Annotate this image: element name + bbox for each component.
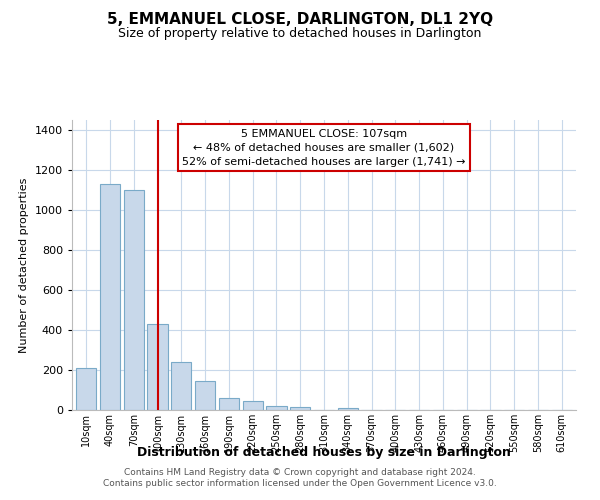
- Bar: [242, 400, 263, 410]
- Bar: [266, 406, 287, 410]
- Text: Size of property relative to detached houses in Darlington: Size of property relative to detached ho…: [118, 28, 482, 40]
- Bar: [171, 362, 191, 410]
- Bar: [338, 408, 358, 410]
- Y-axis label: Number of detached properties: Number of detached properties: [19, 178, 29, 352]
- Bar: [148, 324, 167, 410]
- Bar: [219, 398, 239, 410]
- Text: 5, EMMANUEL CLOSE, DARLINGTON, DL1 2YQ: 5, EMMANUEL CLOSE, DARLINGTON, DL1 2YQ: [107, 12, 493, 28]
- Text: Contains HM Land Registry data © Crown copyright and database right 2024.
Contai: Contains HM Land Registry data © Crown c…: [103, 468, 497, 487]
- Bar: [290, 407, 310, 410]
- Bar: [76, 368, 97, 410]
- Bar: [100, 184, 120, 410]
- Text: 5 EMMANUEL CLOSE: 107sqm
← 48% of detached houses are smaller (1,602)
52% of sem: 5 EMMANUEL CLOSE: 107sqm ← 48% of detach…: [182, 128, 466, 166]
- Bar: [124, 190, 144, 410]
- Bar: [195, 381, 215, 410]
- Text: Distribution of detached houses by size in Darlington: Distribution of detached houses by size …: [137, 446, 511, 459]
